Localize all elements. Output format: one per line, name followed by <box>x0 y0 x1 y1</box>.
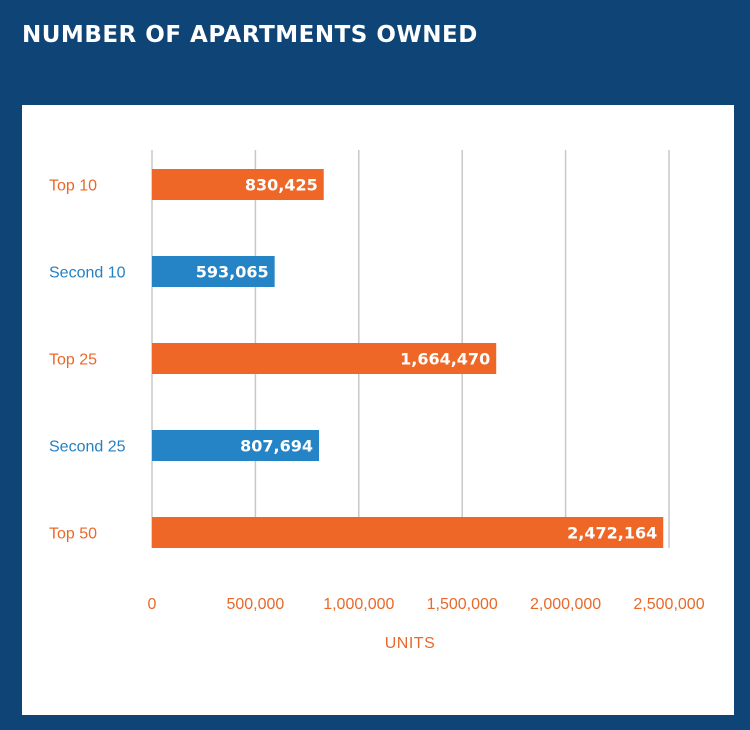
x-tick-label: 1,500,000 <box>427 596 498 613</box>
category-label: Second 10 <box>49 265 126 282</box>
bar <box>152 343 497 374</box>
x-tick-label: 1,000,000 <box>323 596 394 613</box>
x-axis-label: UNITS <box>385 635 436 652</box>
bar-value-label: 593,065 <box>196 263 269 282</box>
x-tick-label: 500,000 <box>226 596 284 613</box>
category-label: Top 10 <box>49 178 97 195</box>
x-tick-label: 2,500,000 <box>633 596 704 613</box>
bar-value-label: 1,664,470 <box>400 350 490 369</box>
bar-value-label: 830,425 <box>245 176 318 195</box>
category-label: Top 50 <box>49 526 97 543</box>
bar <box>152 430 320 461</box>
x-tick-label: 2,000,000 <box>530 596 601 613</box>
bar <box>152 256 275 287</box>
bar-value-label: 807,694 <box>240 437 313 456</box>
bar-chart: 830,425 Top 10 593,065 Second 10 1,664,470 To… <box>49 150 705 652</box>
bar <box>152 169 324 200</box>
bar-value-label: 2,472,164 <box>567 524 657 543</box>
chart-panel: 830,425 Top 10 593,065 Second 10 1,664,470 To… <box>22 105 734 715</box>
x-tick-label: 0 <box>148 596 157 613</box>
category-label: Top 25 <box>49 352 97 369</box>
chart-title: NUMBER OF APARTMENTS OWNED <box>22 22 478 48</box>
bar <box>152 517 664 548</box>
category-label: Second 25 <box>49 439 126 456</box>
